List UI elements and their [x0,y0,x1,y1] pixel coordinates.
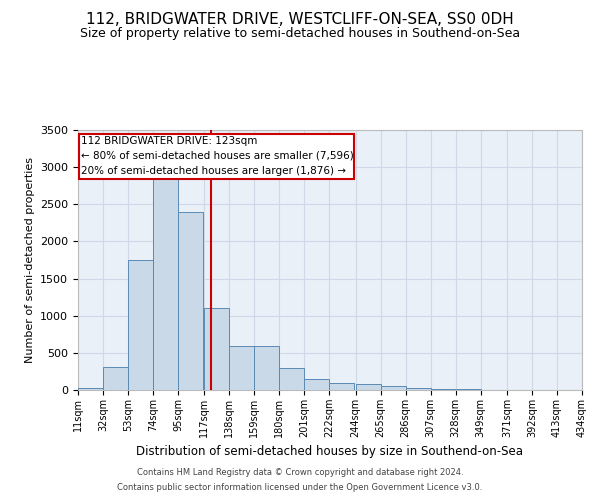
Bar [103,367,128,390]
Bar [356,384,380,390]
Text: 112 BRIDGWATER DRIVE: 123sqm
← 80% of semi-detached houses are smaller (7,596)
2: 112 BRIDGWATER DRIVE: 123sqm ← 80% of se… [81,136,354,175]
Bar [254,346,280,390]
Bar [431,389,456,390]
Text: Size of property relative to semi-detached houses in Southend-on-Sea: Size of property relative to semi-detach… [80,28,520,40]
Bar [204,308,229,390]
Bar [406,388,431,390]
FancyBboxPatch shape [79,134,355,179]
Text: 112, BRIDGWATER DRIVE, WESTCLIFF-ON-SEA, SS0 0DH: 112, BRIDGWATER DRIVE, WESTCLIFF-ON-SEA,… [86,12,514,28]
Bar [128,260,153,390]
Text: Contains public sector information licensed under the Open Government Licence v3: Contains public sector information licen… [118,483,482,492]
X-axis label: Distribution of semi-detached houses by size in Southend-on-Sea: Distribution of semi-detached houses by … [137,446,523,458]
Bar [329,382,355,390]
Bar [229,346,254,390]
Bar [304,379,329,390]
Bar [380,386,406,390]
Text: Contains HM Land Registry data © Crown copyright and database right 2024.: Contains HM Land Registry data © Crown c… [137,468,463,477]
Y-axis label: Number of semi-detached properties: Number of semi-detached properties [25,157,35,363]
Bar [178,212,203,390]
Bar [153,171,178,390]
Bar [280,368,304,390]
Bar [78,388,103,390]
